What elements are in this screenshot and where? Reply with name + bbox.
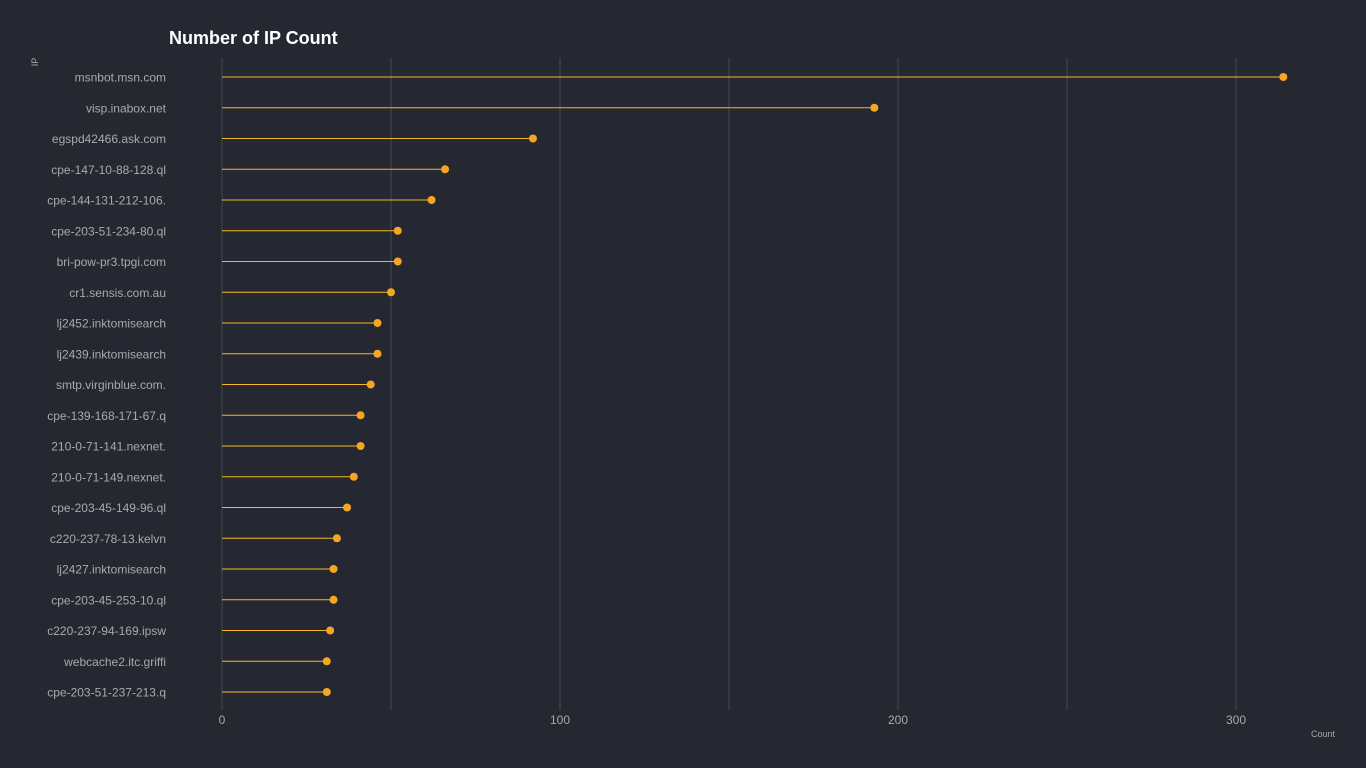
lollipop-dot (427, 196, 436, 204)
lollipop-dot (349, 472, 358, 481)
category-label: cpe-203-45-253-10.ql (51, 593, 166, 607)
x-tick-label: 200 (888, 713, 908, 727)
lollipop-dot (387, 288, 395, 297)
category-label: cpe-203-45-149-96.ql (51, 501, 166, 515)
category-label: cpe-203-51-237-213.q (47, 686, 166, 700)
category-label: 210-0-71-149.nexnet. (51, 470, 166, 484)
category-label: c220-237-78-13.kelvn (50, 532, 166, 546)
lollipop-dot (329, 595, 338, 604)
lollipop-dot (870, 103, 879, 112)
lollipop-dot (393, 257, 402, 266)
category-label: cpe-144-131-212-106. (47, 194, 166, 208)
category-label: 210-0-71-141.nexnet. (51, 440, 166, 454)
lollipop-dot (366, 380, 375, 389)
category-label: smtp.virginblue.com. (56, 378, 166, 392)
x-tick-label: 100 (550, 713, 570, 727)
category-label: lj2452.inktomisearch (57, 317, 166, 331)
lollipop-dot (322, 657, 331, 666)
lollipop-dot (373, 349, 382, 358)
category-label: lj2427.inktomisearch (57, 563, 166, 577)
lollipop-dot (322, 688, 331, 696)
lollipop-dot (343, 503, 352, 512)
category-label: bri-pow-pr3.tpgi.com (57, 255, 166, 269)
x-axis-title: Count (1311, 729, 1336, 739)
lollipop-dot (326, 626, 335, 635)
category-label: webcache2.itc.griffi (63, 655, 166, 669)
category-label: cr1.sensis.com.au (69, 286, 166, 300)
chart-title: Number of IP Count (169, 28, 338, 48)
gridlines (221, 58, 1237, 710)
lollipop-dot (356, 411, 365, 420)
lollipop-dot (356, 442, 365, 450)
lollipop-marks (222, 73, 1288, 696)
category-label: c220-237-94-169.ipsw (47, 624, 166, 638)
category-label: cpe-203-51-234-80.ql (51, 224, 166, 238)
lollipop-dot (393, 226, 402, 235)
category-label: cpe-147-10-88-128.ql (51, 163, 166, 177)
y-axis-title: IP (30, 58, 40, 67)
lollipop-dot (441, 165, 450, 174)
lollipop-dot (329, 565, 338, 573)
category-labels: msnbot.msn.com visp.inabox.net egspd42466.… (47, 71, 166, 700)
category-label: egspd42466.ask.com (52, 132, 166, 146)
category-label: visp.inabox.net (86, 101, 167, 115)
lollipop-dot (528, 134, 537, 143)
category-label: cpe-139-168-171-67.q (47, 409, 166, 423)
x-axis-ticks: 0 100 200 300 (219, 713, 1247, 727)
category-label: lj2439.inktomisearch (57, 347, 166, 361)
lollipop-dot (373, 319, 382, 327)
x-tick-label: 0 (219, 713, 226, 727)
lollipop-dot (1279, 73, 1288, 81)
category-label: msnbot.msn.com (75, 71, 166, 85)
lollipop-dot (332, 534, 341, 543)
x-tick-label: 300 (1226, 713, 1246, 727)
